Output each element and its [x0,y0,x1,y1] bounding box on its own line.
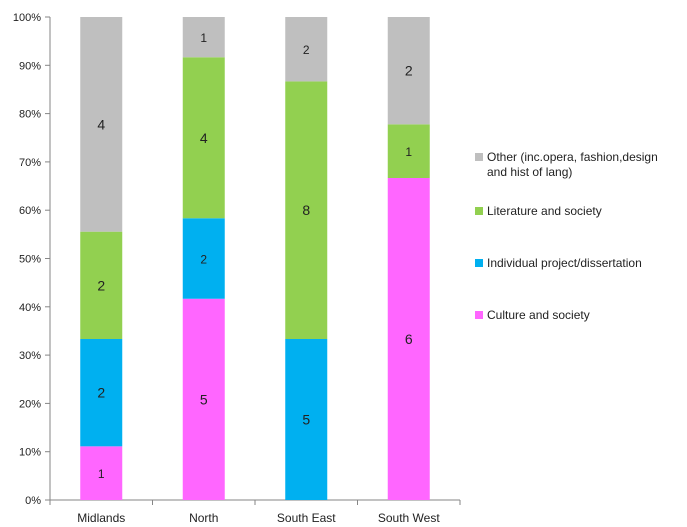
y-tick-label: 20% [19,398,41,410]
x-category-label: South West [378,511,440,525]
y-tick-label: 100% [13,12,41,24]
bar-segment [285,17,328,82]
x-category-label: South East [277,511,336,525]
bar-segment [387,17,430,125]
legend-label: and hist of lang) [487,165,572,179]
data-label: 5 [200,391,208,407]
data-label: 2 [200,253,207,267]
y-tick-label: 80% [19,109,41,121]
bar-segment [285,81,328,340]
bar-segment [387,124,430,178]
data-labels: 1 2 2 4 5 2 4 1 5 8 2 6 1 2 [97,31,413,481]
y-tick-label: 90% [19,60,41,72]
data-label: 6 [405,331,413,347]
axes: 0% 10% 20% 30% 40% 50% 60% 70% 80% 90% 100% Midland… [13,12,461,525]
bar-segment [182,17,225,58]
y-tick-label: 70% [19,157,41,169]
legend-label: Culture and society [487,308,590,322]
data-label: 4 [97,116,105,132]
bar-segment [182,57,225,219]
y-tick-label: 0% [25,495,41,507]
data-label: 1 [200,31,207,45]
x-category-label: North [189,511,218,525]
data-label: 2 [405,63,413,79]
data-label: 5 [302,412,310,428]
data-label: 2 [303,43,310,57]
bar-segment [80,231,123,339]
y-tick-label: 50% [19,254,41,266]
legend-swatch [475,311,483,319]
y-tick-label: 30% [19,350,41,362]
data-label: 1 [98,467,105,481]
y-tick-label: 10% [19,447,41,459]
data-label: 1 [405,145,412,159]
data-label: 4 [200,130,208,146]
x-category-label: Midlands [77,511,125,525]
data-label: 2 [97,277,105,293]
bar-segment [80,446,123,500]
legend-swatch [475,153,483,161]
y-tick-label: 60% [19,205,41,217]
bar-segment [387,178,430,500]
legend-label: Literature and society [487,204,602,218]
bar-segment [285,339,328,500]
bar-segment [80,339,123,447]
y-tick-label: 40% [19,302,41,314]
bar-segment [182,218,225,299]
legend-swatch [475,259,483,267]
bar-segment [182,298,225,500]
legend-swatch [475,207,483,215]
data-label: 2 [97,385,105,401]
bar-segment [80,17,123,232]
bars [80,17,430,500]
data-label: 8 [302,202,310,218]
legend-label: Other (inc.opera, fashion,design [487,150,658,164]
legend-label: Individual project/dissertation [487,256,642,270]
